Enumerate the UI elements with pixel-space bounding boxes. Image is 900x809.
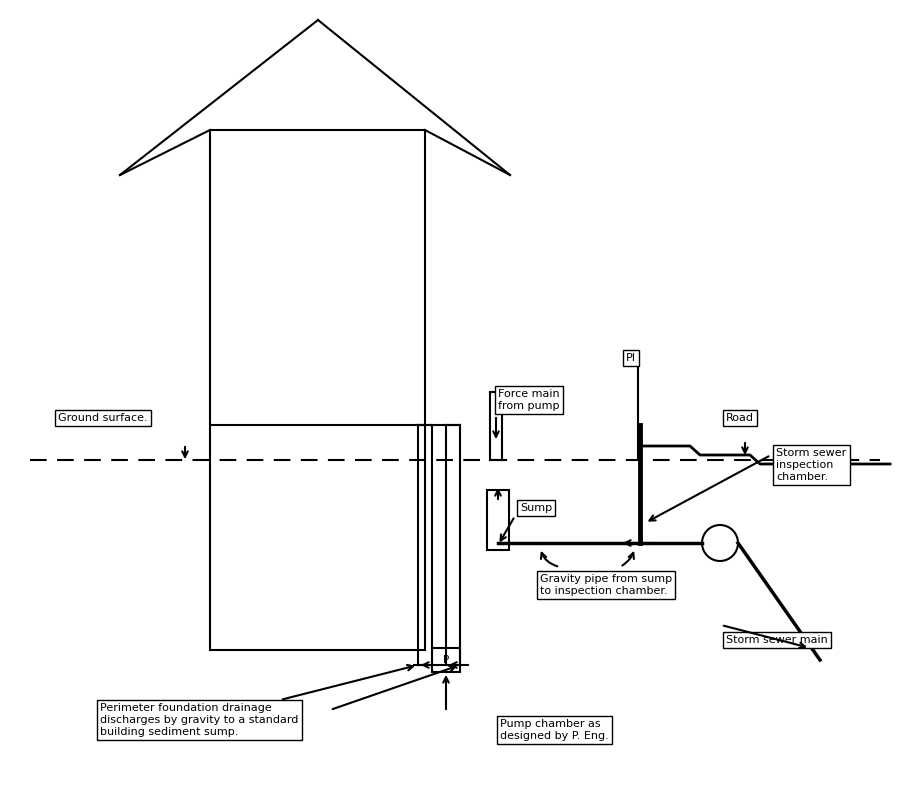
Text: Force main
from pump: Force main from pump	[498, 389, 560, 411]
Text: P: P	[443, 655, 449, 665]
Circle shape	[702, 525, 738, 561]
Text: PI: PI	[626, 353, 636, 363]
Text: Road: Road	[726, 413, 754, 423]
Text: Storm sewer
inspection
chamber.: Storm sewer inspection chamber.	[776, 448, 846, 481]
Bar	[210, 130, 425, 650]
Text: Pump chamber as
designed by P. Eng.: Pump chamber as designed by P. Eng.	[500, 719, 608, 741]
Text: Gravity pipe from sump
to inspection chamber.: Gravity pipe from sump to inspection cha…	[540, 574, 672, 595]
Text: Perimeter foundation drainage
discharges by gravity to a standard
building sedim: Perimeter foundation drainage discharges…	[100, 703, 299, 737]
Bar	[432, 648, 460, 672]
Text: Storm sewer main: Storm sewer main	[726, 635, 828, 645]
Text: Sump: Sump	[520, 503, 552, 513]
Bar	[487, 490, 509, 550]
Text: Ground surface.: Ground surface.	[58, 413, 148, 423]
